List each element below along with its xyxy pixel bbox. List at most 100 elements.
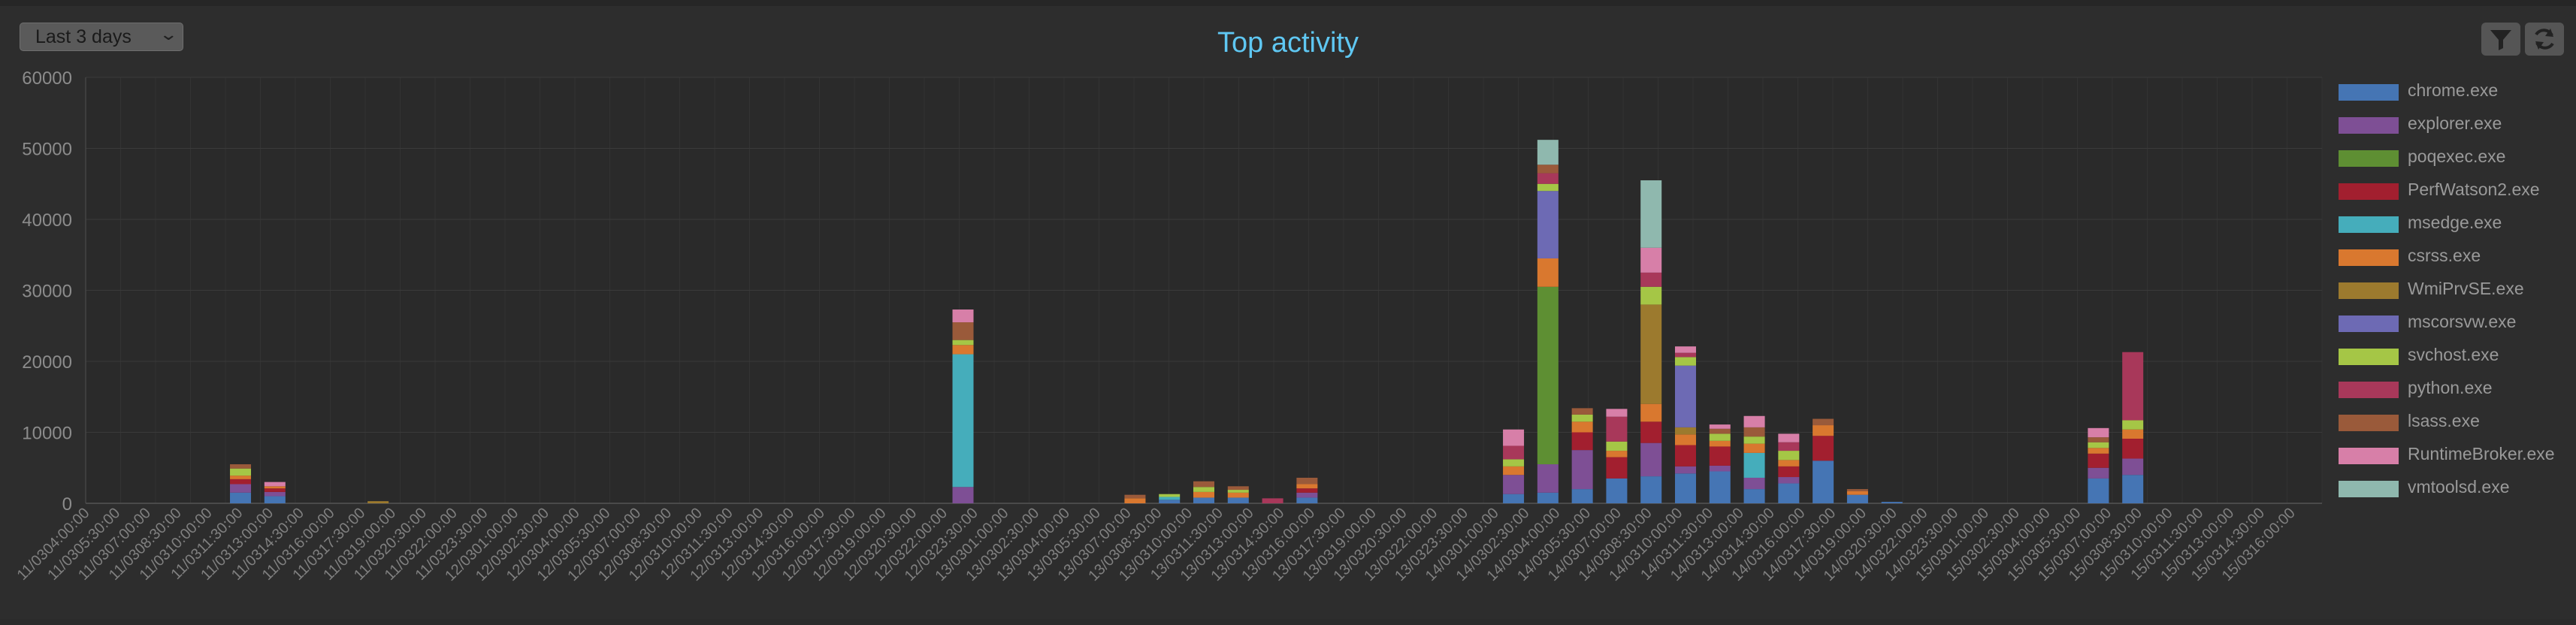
bar-segment-wmiprvse-exe <box>1640 304 1662 404</box>
bar-segment-explorer-exe <box>230 484 252 493</box>
bar-segment-chrome-exe <box>1606 478 1628 503</box>
legend-label: RuntimeBroker.exe <box>2408 444 2555 463</box>
legend-item[interactable]: mscorsvw.exe <box>2339 309 2571 340</box>
bar-segment-runtimebroker-exe <box>952 309 974 323</box>
bar-segment-csrss-exe <box>1571 421 1593 433</box>
bar-segment-python-exe <box>1674 352 1696 358</box>
legend-label: PerfWatson2.exe <box>2408 180 2540 199</box>
legend-swatch <box>2339 448 2399 464</box>
bar-segment-explorer-exe <box>1537 464 1559 493</box>
bar-segment-svchost-exe <box>230 468 252 476</box>
legend-item[interactable]: RuntimeBroker.exe <box>2339 442 2571 472</box>
bar-segment-csrss-exe <box>2122 429 2144 439</box>
bar-segment-lsass-exe <box>1813 418 1834 426</box>
bar-segment-csrss-exe <box>2088 448 2109 454</box>
legend-item[interactable]: WmiPrvSE.exe <box>2339 276 2571 306</box>
bar-segment-csrss-exe <box>264 486 286 489</box>
bar-segment-lsass-exe <box>1846 489 1868 491</box>
legend-item[interactable]: msedge.exe <box>2339 210 2571 240</box>
bar-segment-svchost-exe <box>952 340 974 346</box>
bar-segment-csrss-exe <box>1296 484 1318 489</box>
legend-swatch <box>2339 282 2399 299</box>
bar-segment-svchost-exe <box>1193 487 1214 492</box>
bar-segment-svchost-exe <box>1503 459 1525 466</box>
bar-segment-svchost-exe <box>1743 436 1765 444</box>
bar-segment-explorer-exe <box>1503 475 1525 494</box>
legend-item[interactable]: chrome.exe <box>2339 78 2571 108</box>
stacked-bar-chart: 010000200003000040000500006000011/0304:0… <box>14 68 2323 584</box>
bar-segment-svchost-exe <box>2088 442 2109 448</box>
bar-segment-chrome-exe <box>2088 478 2109 503</box>
legend-item[interactable]: lsass.exe <box>2339 409 2571 439</box>
bar-segment-explorer-exe <box>1709 465 1731 472</box>
legend-item[interactable]: svchost.exe <box>2339 343 2571 373</box>
refresh-button[interactable] <box>2525 23 2564 56</box>
bar-segment-csrss-exe <box>1743 443 1765 453</box>
bar-segment-svchost-exe <box>2122 420 2144 430</box>
bar-segment-explorer-exe <box>2088 467 2109 479</box>
bar-segment-runtimebroker-exe <box>1778 433 1800 442</box>
bar-segment-python-exe <box>1262 498 1283 503</box>
legend-label: chrome.exe <box>2408 80 2499 100</box>
bar-segment-lsass-exe <box>230 464 252 469</box>
legend-item[interactable]: explorer.exe <box>2339 111 2571 141</box>
y-tick-label: 10000 <box>22 424 72 444</box>
legend-item[interactable]: csrss.exe <box>2339 243 2571 273</box>
time-range-label: Last 3 days <box>35 26 132 47</box>
legend-swatch <box>2339 415 2399 431</box>
legend-item[interactable]: vmtoolsd.exe <box>2339 475 2571 505</box>
bar-segment-lsass-exe <box>1709 428 1731 434</box>
bar-segment-chrome-exe <box>1778 483 1800 503</box>
bar-segment-chrome-exe <box>1674 473 1696 503</box>
bar-segment-csrss-exe <box>1193 491 1214 498</box>
bar-segment-chrome-exe <box>1227 497 1249 503</box>
legend-label: csrss.exe <box>2408 246 2481 265</box>
y-tick-label: 20000 <box>22 352 72 373</box>
bar-segment-python-exe <box>2122 352 2144 421</box>
legend-swatch <box>2339 249 2399 266</box>
legend-swatch <box>2339 382 2399 398</box>
bar-segment-vmtoolsd-exe <box>1537 140 1559 165</box>
bar-segment-chrome-exe <box>1193 497 1214 503</box>
bar-segment-perfwatson2-exe <box>1571 432 1593 451</box>
chart-title: Top activity <box>1217 27 1359 59</box>
bar-segment-mscorsvw-exe <box>1537 191 1559 258</box>
bar-segment-perfwatson2-exe <box>1813 436 1834 461</box>
bar-segment-csrss-exe <box>1846 491 1868 495</box>
bar-segment-chrome-exe <box>1159 500 1181 503</box>
bar-segment-csrss-exe <box>952 345 974 355</box>
bar-segment-perfwatson2-exe <box>1778 466 1800 478</box>
legend-item[interactable]: poqexec.exe <box>2339 144 2571 174</box>
legend-item[interactable]: PerfWatson2.exe <box>2339 177 2571 207</box>
legend-item[interactable]: python.exe <box>2339 376 2571 406</box>
y-tick-label: 30000 <box>22 282 72 302</box>
bar-segment-chrome-exe <box>1846 494 1868 503</box>
bar-segment-chrome-exe <box>1640 476 1662 503</box>
bar-segment-explorer-exe <box>1778 477 1800 484</box>
bar-segment-python-exe <box>1778 442 1800 451</box>
bar-segment-csrss-exe <box>1227 492 1249 498</box>
chevron-down-icon: ⌄ <box>158 25 178 44</box>
filter-button[interactable] <box>2481 23 2520 56</box>
bar-segment-lsass-exe <box>1227 486 1249 491</box>
bar-segment-svchost-exe <box>1606 441 1628 451</box>
legend-label: mscorsvw.exe <box>2408 312 2517 331</box>
bar-segment-chrome-exe <box>1537 492 1559 503</box>
bar-segment-chrome-exe <box>230 492 252 503</box>
legend-label: explorer.exe <box>2408 113 2502 133</box>
bar-segment-chrome-exe <box>1813 460 1834 503</box>
bar-segment-runtimebroker-exe <box>2088 427 2109 438</box>
legend-swatch <box>2339 349 2399 365</box>
bar-segment-explorer-exe <box>1296 492 1318 498</box>
refresh-icon <box>2535 29 2554 50</box>
time-range-select[interactable]: Last 3 days ⌄ <box>20 23 183 51</box>
bar-segment-lsass-exe <box>1124 494 1146 499</box>
bar-segment-wmiprvse-exe <box>367 501 389 503</box>
bar-segment-csrss-exe <box>1674 434 1696 445</box>
bar-segment-explorer-exe <box>952 487 974 503</box>
bar-segment-chrome-exe <box>1881 502 1903 503</box>
bar-segment-csrss-exe <box>1640 403 1662 422</box>
legend-swatch <box>2339 316 2399 332</box>
bar-segment-explorer-exe <box>1640 442 1662 477</box>
